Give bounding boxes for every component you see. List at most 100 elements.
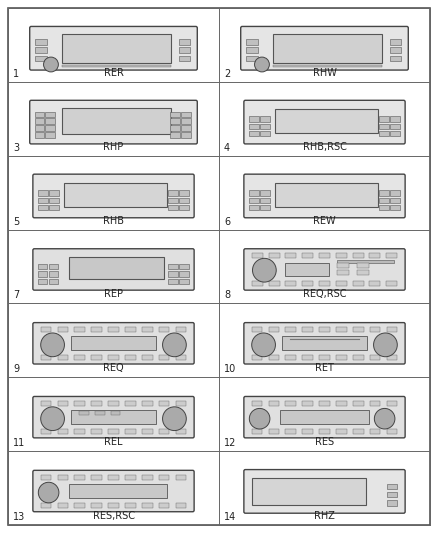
- Bar: [108, 503, 119, 507]
- Bar: [389, 47, 401, 53]
- Bar: [285, 253, 297, 258]
- Bar: [389, 55, 401, 61]
- Bar: [268, 253, 279, 258]
- Bar: [370, 401, 381, 406]
- Bar: [353, 355, 364, 360]
- Bar: [179, 279, 189, 284]
- Bar: [108, 355, 119, 360]
- Bar: [179, 271, 189, 277]
- Bar: [38, 205, 48, 210]
- Text: REL: REL: [104, 437, 123, 447]
- Bar: [74, 327, 85, 332]
- Bar: [302, 355, 313, 360]
- Bar: [268, 327, 279, 332]
- Bar: [35, 55, 47, 61]
- Bar: [390, 116, 400, 122]
- Bar: [41, 327, 52, 332]
- Bar: [111, 411, 120, 415]
- Circle shape: [162, 407, 186, 431]
- Bar: [275, 183, 378, 207]
- Bar: [369, 253, 381, 258]
- Bar: [319, 355, 330, 360]
- Bar: [389, 39, 401, 45]
- Bar: [319, 327, 330, 332]
- Bar: [179, 55, 190, 61]
- Bar: [176, 327, 186, 332]
- Bar: [336, 281, 347, 286]
- Bar: [142, 327, 152, 332]
- Bar: [302, 327, 313, 332]
- Bar: [319, 253, 330, 258]
- Text: 3: 3: [13, 143, 19, 153]
- Bar: [38, 279, 47, 284]
- FancyBboxPatch shape: [244, 322, 405, 364]
- Bar: [252, 355, 262, 360]
- Bar: [319, 401, 330, 406]
- Bar: [38, 264, 47, 270]
- Bar: [369, 281, 381, 286]
- Circle shape: [41, 407, 64, 431]
- Bar: [49, 264, 58, 270]
- Text: RET: RET: [315, 364, 334, 373]
- Bar: [142, 355, 152, 360]
- Bar: [319, 429, 330, 434]
- FancyBboxPatch shape: [33, 470, 194, 512]
- Circle shape: [41, 333, 64, 357]
- Bar: [170, 125, 180, 131]
- Bar: [248, 198, 259, 203]
- Bar: [275, 109, 378, 133]
- Text: 7: 7: [13, 290, 19, 301]
- Bar: [125, 475, 136, 480]
- Bar: [286, 401, 296, 406]
- Bar: [302, 429, 313, 434]
- Bar: [336, 355, 347, 360]
- FancyBboxPatch shape: [33, 322, 194, 364]
- Bar: [370, 429, 381, 434]
- Text: 9: 9: [13, 364, 19, 374]
- Bar: [252, 281, 263, 286]
- Bar: [248, 116, 259, 122]
- Bar: [57, 503, 68, 507]
- Bar: [108, 475, 119, 480]
- Bar: [108, 327, 119, 332]
- Text: RHZ: RHZ: [314, 511, 335, 521]
- Bar: [74, 429, 85, 434]
- Bar: [370, 355, 381, 360]
- Bar: [108, 401, 119, 406]
- Bar: [357, 270, 369, 275]
- Bar: [353, 327, 364, 332]
- Bar: [79, 411, 89, 415]
- Bar: [91, 503, 102, 507]
- Bar: [386, 355, 397, 360]
- Circle shape: [374, 333, 397, 357]
- Bar: [49, 279, 58, 284]
- Bar: [390, 198, 400, 203]
- Text: RER: RER: [103, 68, 124, 78]
- Bar: [390, 124, 400, 129]
- Bar: [260, 131, 270, 136]
- FancyBboxPatch shape: [244, 174, 405, 218]
- Bar: [35, 132, 44, 138]
- Bar: [273, 65, 382, 67]
- FancyBboxPatch shape: [244, 249, 405, 290]
- Bar: [35, 111, 44, 117]
- Circle shape: [254, 57, 269, 72]
- Bar: [170, 132, 180, 138]
- Bar: [91, 475, 102, 480]
- Bar: [370, 327, 381, 332]
- Bar: [319, 281, 330, 286]
- Text: 1: 1: [13, 69, 19, 79]
- Bar: [125, 327, 136, 332]
- Text: 10: 10: [224, 364, 236, 374]
- Bar: [336, 429, 347, 434]
- Bar: [91, 355, 102, 360]
- Bar: [248, 190, 259, 196]
- Bar: [159, 327, 170, 332]
- Bar: [159, 401, 170, 406]
- Bar: [285, 263, 329, 277]
- Bar: [35, 118, 44, 124]
- Bar: [252, 253, 263, 258]
- Circle shape: [43, 57, 58, 72]
- Bar: [45, 111, 55, 117]
- FancyBboxPatch shape: [244, 100, 405, 144]
